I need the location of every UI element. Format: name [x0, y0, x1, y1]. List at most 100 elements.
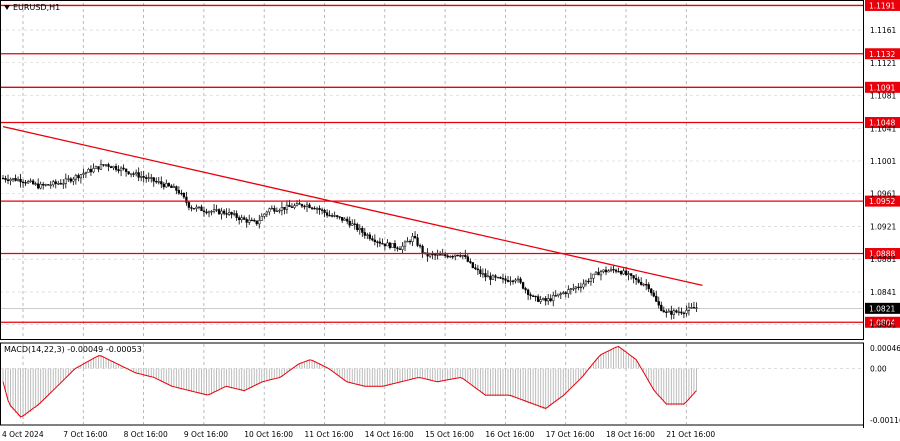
candle-body [21, 181, 25, 184]
candle-body [464, 255, 467, 257]
candle-body [509, 280, 512, 282]
candle-body [97, 166, 100, 170]
candle-body [383, 243, 387, 247]
candle-body [79, 174, 83, 179]
candle-body [69, 178, 72, 182]
candle-body [195, 206, 198, 209]
candle-body [469, 261, 472, 263]
vertical-grid [22, 3, 687, 424]
candle-body [300, 204, 304, 207]
candle-body [107, 164, 110, 167]
candle-body [250, 219, 253, 222]
level-price-label: 1.0804 [869, 318, 895, 327]
candle-body [255, 220, 258, 225]
candle-body [401, 245, 404, 250]
candle-body [155, 180, 158, 183]
candle-body [471, 262, 474, 268]
candle-body [524, 288, 527, 291]
candle-body [67, 178, 70, 180]
candle-body [1, 177, 5, 180]
candle-body [74, 175, 78, 180]
candle-body [685, 310, 688, 314]
candle-body [361, 227, 364, 233]
candle-body [677, 311, 681, 313]
candle-body [474, 267, 477, 270]
candle-body [275, 210, 279, 213]
candle-body [127, 171, 130, 175]
candle-body [114, 165, 118, 170]
candle-body [481, 273, 485, 275]
candle-body [650, 288, 653, 294]
candle-body [233, 213, 236, 215]
candle-body [602, 269, 605, 272]
candle-body [609, 268, 613, 272]
candle-body [564, 292, 567, 294]
candle-body [338, 216, 341, 218]
candle-body [627, 273, 630, 275]
candle-body [373, 239, 377, 242]
time-axis-label: 8 Oct 16:00 [124, 430, 168, 439]
candle-body [54, 181, 57, 184]
candle-body [506, 279, 510, 282]
candle-body [398, 248, 402, 250]
chart-frame [0, 0, 864, 428]
candle-body [207, 211, 211, 214]
candle-body [662, 310, 665, 313]
candle-body [243, 217, 246, 220]
candle-body [657, 301, 660, 306]
candle-body [356, 224, 359, 230]
candle-body [494, 275, 497, 278]
candle-body [441, 254, 444, 256]
candle-body [124, 168, 128, 172]
candle-body [619, 271, 623, 275]
candle-body [333, 215, 336, 217]
symbol-header: EURUSD,H1 [4, 3, 60, 12]
candle-body [248, 219, 251, 223]
candle-body [547, 298, 550, 302]
candle-body [323, 209, 326, 213]
time-axis-label: 11 Oct 16:00 [305, 430, 354, 439]
dropdown-triangle-icon[interactable] [4, 5, 10, 10]
candle-body [660, 304, 663, 311]
candle-body [655, 295, 658, 302]
candle-body [137, 172, 140, 178]
candle-body [589, 277, 593, 282]
candle-body [652, 292, 655, 297]
price-axis-label: 1.0921 [870, 222, 896, 231]
time-axis-label: 10 Oct 16:00 [244, 430, 293, 439]
candle-body [150, 177, 153, 179]
candle-body [142, 176, 145, 178]
candle-body [205, 211, 208, 214]
candle-body [519, 278, 522, 283]
candle-body [280, 206, 284, 211]
macd-panel-border [0, 342, 864, 426]
level-price-tag [865, 316, 900, 328]
candle-body [421, 245, 424, 253]
candle-body [459, 255, 462, 257]
time-axis-label: 14 Oct 16:00 [365, 430, 414, 439]
candle-body [562, 292, 565, 295]
trendline[interactable] [2, 125, 703, 287]
candle-body [690, 307, 693, 309]
candle-body [371, 238, 374, 241]
candle-body [592, 273, 595, 279]
candle-body [539, 299, 542, 302]
candle-body [29, 180, 32, 182]
candle-body [64, 178, 67, 184]
candle-body [428, 253, 432, 257]
macd-title: MACD(14,22,3) -0.00049 -0.00053 [4, 345, 142, 354]
candle-body [303, 205, 306, 208]
candle-body [26, 181, 30, 184]
candle-body [572, 288, 575, 290]
candle-body [368, 234, 371, 239]
candle-body [59, 183, 62, 185]
candle-body [145, 177, 148, 179]
candle-body [160, 181, 163, 185]
candle-body [582, 283, 585, 288]
candle-body [574, 286, 578, 289]
candle-body [511, 280, 515, 282]
candle-body [479, 269, 482, 274]
candle-body [14, 178, 17, 181]
